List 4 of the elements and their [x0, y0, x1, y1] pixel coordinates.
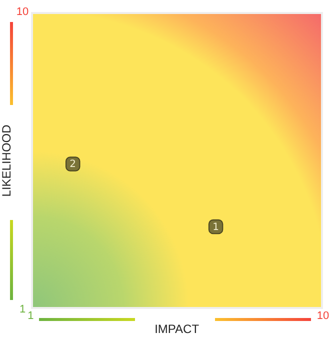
y-axis-title: LIKELIHOOD — [0, 124, 14, 197]
x-axis-title: IMPACT — [154, 322, 200, 336]
series-label: 2 — [70, 159, 76, 170]
series-label: 1 — [212, 222, 219, 233]
